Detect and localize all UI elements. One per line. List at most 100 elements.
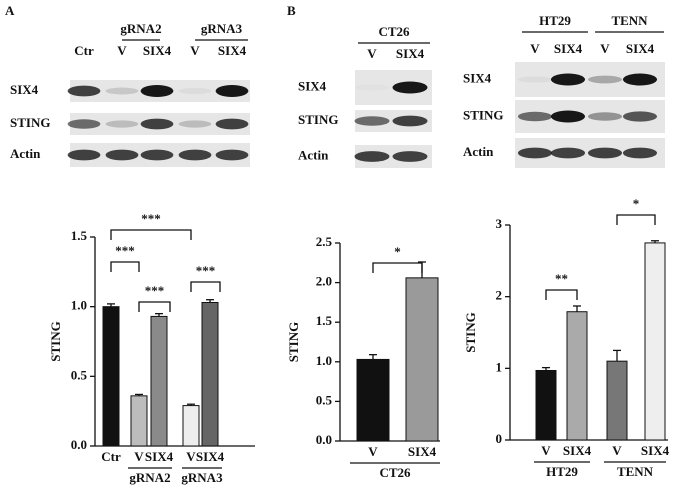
error-bar xyxy=(573,305,581,312)
error-bar xyxy=(107,303,115,307)
y-tick-label: 2.0 xyxy=(316,274,332,289)
blot-band xyxy=(550,147,586,159)
y-tick-label: 0 xyxy=(496,431,503,446)
blot-band xyxy=(140,149,174,161)
blot-band xyxy=(140,118,174,130)
blot-band xyxy=(622,147,658,159)
lane-label: Ctr xyxy=(74,43,94,58)
blot-group-label: gRNA3 xyxy=(201,21,243,36)
row-label: SIX4 xyxy=(463,70,492,85)
bar xyxy=(356,358,390,442)
blot-band xyxy=(140,85,174,97)
y-tick-label: 1 xyxy=(496,359,503,374)
x-tick-label: SIX4 xyxy=(196,449,225,464)
sig-bracket xyxy=(616,214,656,225)
bar xyxy=(102,306,120,447)
bar xyxy=(606,360,628,441)
blot-band xyxy=(392,115,428,127)
lane-label: V xyxy=(530,41,540,56)
group-label: HT29 xyxy=(546,464,578,479)
row-label: STING xyxy=(10,115,50,130)
group-label: CT26 xyxy=(379,465,411,480)
error-bar xyxy=(369,354,377,360)
blot-band xyxy=(105,120,139,128)
x-tick-label: V xyxy=(368,444,378,459)
y-tick-label: 0.5 xyxy=(316,392,333,407)
sig-bracket xyxy=(110,229,192,240)
row-label: Actin xyxy=(298,147,329,162)
blot-band xyxy=(517,111,553,122)
blot-band xyxy=(517,76,553,83)
bar xyxy=(182,405,200,447)
blot-band xyxy=(587,75,623,84)
bar xyxy=(150,315,168,447)
blot-band xyxy=(178,87,212,95)
y-tick-label: 3 xyxy=(496,216,503,231)
blot-band xyxy=(215,85,249,97)
panel-label: A xyxy=(5,3,15,18)
error-bar xyxy=(651,240,659,243)
blot-band xyxy=(105,149,139,161)
sig-label: *** xyxy=(115,243,135,258)
y-axis-label: STING xyxy=(48,321,63,361)
lane-label: V xyxy=(600,41,610,56)
error-bar xyxy=(206,299,214,303)
bar xyxy=(405,277,439,442)
lane-label: SIX4 xyxy=(396,46,425,61)
sig-label: *** xyxy=(145,283,165,298)
sig-bracket xyxy=(110,261,140,272)
blot-band xyxy=(392,81,428,94)
sig-bracket xyxy=(190,281,221,292)
blot-band xyxy=(67,149,101,161)
lane-label: SIX4 xyxy=(218,43,247,58)
y-tick-label: 1.5 xyxy=(71,228,88,243)
blot-band xyxy=(354,116,390,126)
error-bar xyxy=(155,312,163,317)
y-tick-label: 2.5 xyxy=(316,234,333,249)
y-tick-label: 0.5 xyxy=(71,367,88,382)
error-bar xyxy=(135,393,143,396)
lane-label: V xyxy=(190,43,200,58)
y-tick-label: 1.0 xyxy=(71,298,87,313)
row-label: Actin xyxy=(10,146,41,161)
sig-bracket xyxy=(545,289,578,300)
lane-label: SIX4 xyxy=(143,43,172,58)
sig-label: * xyxy=(633,196,640,211)
y-tick-label: 0.0 xyxy=(316,432,332,447)
lane-label: V xyxy=(367,46,377,61)
error-bar xyxy=(187,403,195,406)
sig-bracket xyxy=(138,301,171,312)
blot-band xyxy=(67,85,101,97)
blot-band xyxy=(587,112,623,121)
sig-label: * xyxy=(394,244,401,259)
x-tick-label: SIX4 xyxy=(145,449,174,464)
y-axis-label: STING xyxy=(286,322,301,362)
x-tick-label: SIX4 xyxy=(563,443,592,458)
blot-band xyxy=(355,84,390,90)
y-tick-label: 1.5 xyxy=(316,313,333,328)
group-label: TENN xyxy=(617,464,654,479)
blot-group-label: CT26 xyxy=(378,24,410,39)
blot-band xyxy=(67,119,101,129)
row-label: STING xyxy=(298,112,338,127)
lane-label: SIX4 xyxy=(626,41,655,56)
bar xyxy=(644,242,666,441)
lane-label: SIX4 xyxy=(554,41,583,56)
error-bar xyxy=(613,349,621,362)
row-label: SIX4 xyxy=(10,82,39,97)
blot-band xyxy=(105,87,139,95)
group-label: gRNA2 xyxy=(129,470,170,485)
row-label: Actin xyxy=(463,144,494,159)
x-tick-label: V xyxy=(186,449,196,464)
group-label: gRNA3 xyxy=(181,470,223,485)
error-bar xyxy=(542,366,550,371)
sig-label: *** xyxy=(196,263,216,278)
x-tick-label: Ctr xyxy=(101,449,121,464)
blot-band xyxy=(354,151,390,162)
blot-band xyxy=(550,73,586,86)
bar xyxy=(535,369,557,441)
bar xyxy=(201,301,219,447)
blot-band xyxy=(587,147,623,159)
sig-label: ** xyxy=(555,271,568,286)
